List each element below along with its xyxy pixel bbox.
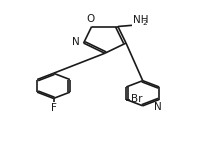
Text: N: N — [72, 37, 80, 47]
Text: Br: Br — [131, 94, 142, 104]
Text: N: N — [154, 102, 162, 112]
Text: F: F — [51, 103, 56, 113]
Text: NH: NH — [133, 15, 148, 25]
Text: 2: 2 — [142, 20, 147, 26]
Text: O: O — [87, 14, 95, 24]
